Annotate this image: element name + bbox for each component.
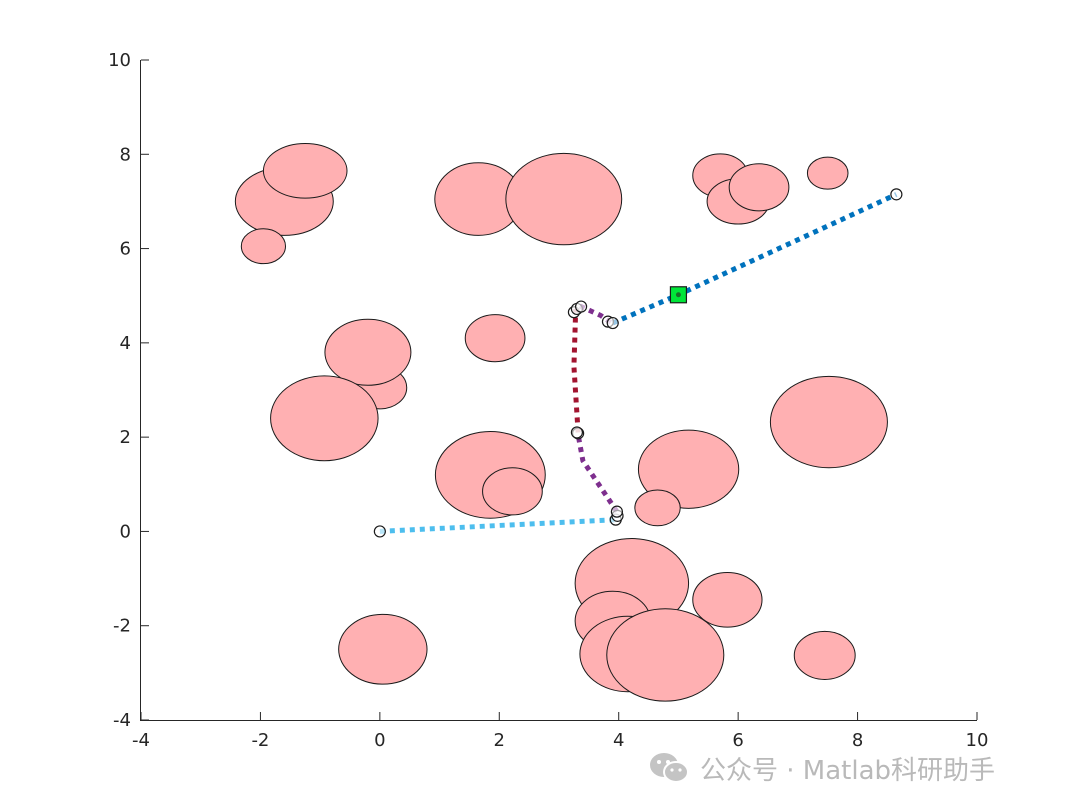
wechat-icon [650, 753, 689, 783]
x-tick-group: -4 -2 0 2 4 6 8 10 [132, 712, 988, 751]
x-tick-label: 2 [494, 730, 505, 751]
y-tick-label: 0 [120, 521, 131, 542]
axes [140, 60, 977, 721]
obstacle-16 [482, 467, 543, 516]
path-segment-1 [379, 517, 616, 534]
path-segment-2 [575, 434, 620, 514]
plot-area [234, 142, 903, 702]
obstacle-10 [464, 314, 526, 363]
obstacle-layer [234, 142, 888, 702]
obstacle-12 [324, 318, 412, 386]
obstacle-24 [338, 613, 428, 685]
waypoint-11 [606, 316, 619, 330]
x-tick-label: 10 [966, 730, 989, 751]
current-position-dot [675, 292, 681, 298]
obstacle-3 [240, 228, 287, 265]
obstacle-18 [634, 489, 681, 527]
y-tick-label: -4 [113, 710, 131, 731]
y-tick-label: 2 [120, 427, 131, 448]
y-tick-label: -2 [113, 616, 131, 637]
obstacle-20 [692, 571, 763, 628]
x-tick-label: 6 [732, 730, 743, 751]
obstacle-9 [806, 156, 849, 190]
waypoint-layer [373, 188, 903, 538]
waypoint-1 [373, 525, 386, 538]
current-position-layer [669, 286, 688, 304]
waypoint-4 [610, 505, 624, 518]
x-tick-label: 0 [374, 730, 385, 751]
obstacle-17 [637, 429, 740, 509]
watermark: 公众号 · Matlab科研助手 [648, 748, 995, 788]
y-tick-group: -4 -2 0 2 4 6 8 10 [108, 50, 149, 731]
waypoint-6 [570, 426, 584, 439]
y-tick-label: 8 [120, 144, 131, 165]
waypoint-9 [574, 300, 588, 313]
obstacle-2 [262, 142, 348, 199]
waypoint-12 [890, 188, 903, 201]
y-tick-label: 6 [120, 239, 131, 260]
watermark-text: 公众号 · Matlab科研助手 [700, 755, 996, 786]
x-tick-label: 4 [613, 730, 624, 751]
obstacle-14 [769, 375, 888, 469]
x-tick-label: -2 [251, 730, 269, 751]
obstacle-25 [793, 630, 856, 680]
obstacle-5 [505, 152, 623, 246]
x-tick-label: -4 [132, 730, 150, 751]
obstacle-23 [606, 608, 725, 702]
obstacle-13 [270, 375, 379, 462]
x-tick-label: 8 [852, 730, 863, 751]
path-segment-3 [571, 308, 581, 433]
y-tick-label: 10 [108, 50, 131, 71]
obstacle-8 [728, 163, 790, 212]
y-tick-label: 4 [120, 333, 131, 354]
